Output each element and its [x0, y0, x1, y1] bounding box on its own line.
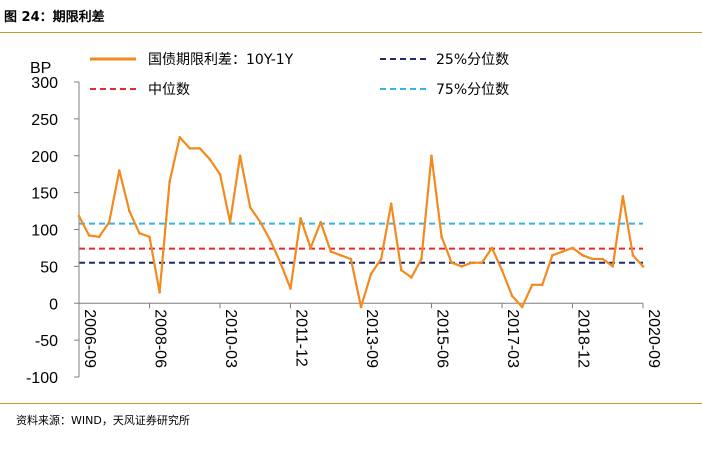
source-note: 资料来源：WIND，天风证券研究所 [16, 414, 190, 427]
legend-item-quantile-75: 75%分位数 [380, 82, 509, 98]
y-tick-label: -100 [26, 370, 58, 387]
term-spread-point [631, 254, 635, 257]
term-spread-point [339, 254, 343, 257]
term-spread-point [470, 261, 474, 264]
term-spread-point [218, 172, 222, 176]
term-spread-point [87, 234, 91, 237]
legend-item-quantile-25: 25%分位数 [380, 52, 509, 68]
term-spread-point [299, 217, 302, 220]
y-axis-label: BP [30, 60, 51, 77]
term-spread-point [611, 265, 615, 268]
term-spread-point [329, 250, 333, 253]
term-spread-point [601, 257, 605, 261]
term-spread-point [107, 220, 111, 224]
bottom-rule [0, 403, 702, 404]
legend-item-term-spread: 国债期限利差：10Y-1Y [90, 52, 294, 68]
term-spread-point [238, 154, 242, 158]
term-spread-point [500, 268, 504, 272]
x-tick-label: 2011-12 [293, 309, 310, 367]
figure-title: 图 24：期限利差 [4, 10, 105, 25]
term-spread-point [248, 206, 252, 209]
term-spread-point [279, 261, 282, 264]
y-tick-label: 50 [40, 259, 58, 276]
term-spread-point [520, 305, 524, 309]
x-tick-label: 2013-09 [363, 309, 380, 368]
term-spread-point [97, 235, 101, 239]
term-spread-point [289, 287, 292, 290]
term-spread-point [379, 257, 383, 261]
x-tick-label: 2020-09 [645, 309, 662, 368]
y-tick-label: 300 [31, 75, 58, 92]
term-spread-point [269, 239, 272, 242]
legend-label: 中位数 [148, 82, 190, 98]
term-spread-point [138, 231, 141, 235]
term-spread-point [490, 246, 494, 250]
term-spread-point [359, 305, 363, 309]
term-spread-point [148, 235, 151, 239]
term-spread-point [450, 261, 453, 264]
legend-label: 25%分位数 [436, 52, 509, 68]
term-spread-point [621, 195, 625, 198]
y-tick-label: 250 [31, 112, 58, 129]
term-spread-point [369, 272, 373, 276]
x-tick-label: 2006-09 [81, 309, 98, 368]
x-tick-label: 2018-12 [575, 309, 592, 368]
y-tick-label: 100 [31, 223, 58, 240]
term-spread-point [399, 268, 403, 272]
term-spread-point [188, 147, 192, 150]
top-rule [0, 32, 702, 33]
term-spread-point [571, 246, 574, 250]
term-spread-point [430, 154, 433, 158]
x-tick-label: 2017-03 [504, 309, 521, 368]
term-spread-point [460, 265, 464, 268]
term-spread-point [168, 180, 171, 183]
term-spread-point [480, 261, 484, 264]
term-spread-point [410, 276, 413, 279]
series-layer [77, 136, 645, 309]
term-spread-point [591, 257, 594, 261]
term-spread-point [510, 294, 514, 298]
term-spread-point [420, 257, 423, 261]
x-tick-label: 2008-06 [152, 309, 169, 368]
term-spread-point [349, 257, 353, 261]
y-tick-label: 150 [31, 186, 58, 203]
term-spread-point [530, 283, 534, 287]
y-tick-label: 200 [31, 149, 58, 166]
term-spread-point [641, 265, 645, 268]
y-tick-label: 0 [49, 296, 58, 313]
x-axis-tick-labels: 2006-09 2008-06 2010-03 2011-12 2013-09 2015-… [81, 309, 662, 368]
x-axis-tick-marks [78, 303, 644, 309]
term-spread-point [178, 136, 182, 139]
legend-label: 国债期限利差：10Y-1Y [148, 52, 294, 68]
term-spread-point [551, 254, 554, 257]
term-spread-point [258, 220, 262, 224]
term-spread-point [198, 147, 202, 150]
term-spread-point [440, 235, 443, 239]
y-tick-label: -50 [35, 333, 58, 350]
term-spread-point [389, 202, 393, 205]
term-spread-point [319, 220, 323, 224]
x-tick-label: 2015-06 [434, 309, 451, 368]
term-spread-point [228, 220, 232, 224]
term-spread-point [581, 254, 584, 257]
term-spread-point [117, 169, 121, 172]
term-spread-point [540, 283, 544, 287]
term-spread-point [77, 214, 81, 218]
term-spread-point [309, 246, 312, 250]
y-axis-tick-labels: 300 250 200 150 100 50 0 -50 -100 [26, 75, 58, 387]
legend-item-median: 中位数 [90, 82, 190, 98]
term-spread-line [77, 136, 645, 308]
legend-label: 75%分位数 [436, 82, 509, 98]
chart: 300 250 200 150 100 50 0 -50 -100 2006-09 2008-06… [26, 52, 662, 387]
term-spread-point [158, 290, 161, 294]
term-spread-point [208, 158, 212, 161]
x-tick-label: 2010-03 [222, 309, 239, 368]
term-spread-point [128, 209, 131, 213]
term-spread-point [561, 250, 564, 253]
